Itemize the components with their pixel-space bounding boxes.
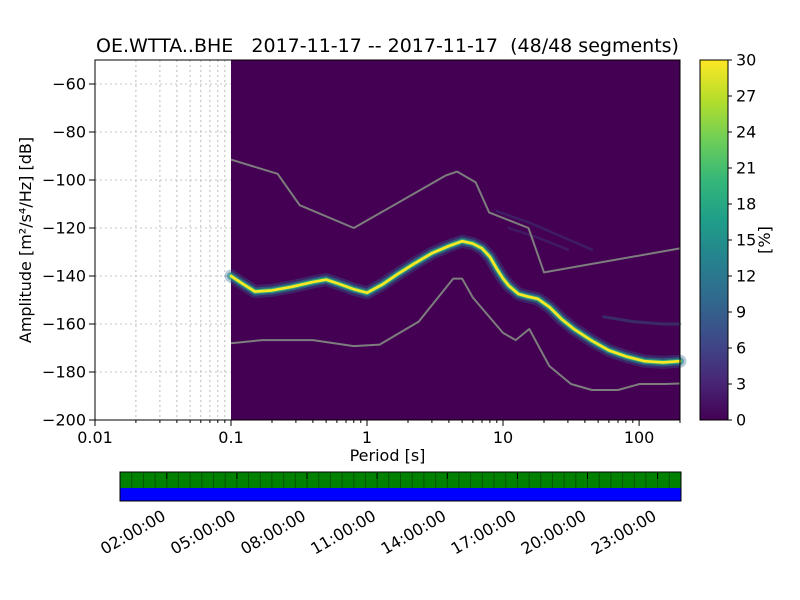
x-axis-ticks: 0.01 0.1 1 10 100 <box>77 420 681 447</box>
x-axis-label: Period [s] <box>349 446 426 465</box>
colorbar-tick-label: 27 <box>736 87 756 106</box>
x-tick-label: 1 <box>362 428 372 447</box>
colorbar-tick-label: 12 <box>736 267 756 286</box>
availability-bar: 02:00:0005:00:0008:00:0011:00:0014:00:00… <box>97 471 682 558</box>
y-tick-label: −200 <box>42 411 86 430</box>
faint-trace <box>602 315 682 326</box>
high-noise-model-curve <box>230 158 681 274</box>
time-tick-label: 20:00:00 <box>518 506 590 558</box>
colorbar-gradient <box>700 60 728 420</box>
plot-area <box>94 59 687 421</box>
time-tick-label: 02:00:00 <box>97 506 169 558</box>
colorbar-tick-label: 6 <box>736 339 746 358</box>
plot-title: OE.WTTA..BHE 2017-11-17 -- 2017-11-17 (4… <box>96 35 679 57</box>
y-tick-label: −100 <box>42 171 86 190</box>
y-tick-label: −120 <box>42 219 86 238</box>
x-tick-label: 0.01 <box>77 428 113 447</box>
low-noise-model-curve <box>230 277 681 391</box>
x-tick-label: 100 <box>624 428 655 447</box>
psd-mode-core <box>229 239 682 364</box>
colorbar-tick-label: 21 <box>736 159 756 178</box>
colorbar-tick-label: 24 <box>736 123 756 142</box>
colorbar-tick-label: 0 <box>736 411 746 430</box>
y-axis-label: Amplitude [m²/s⁴/Hz] [dB] <box>16 136 35 344</box>
colorbar-tick-label: 9 <box>736 303 746 322</box>
time-tick-label: 05:00:00 <box>167 506 239 558</box>
colorbar-tick-label: 3 <box>736 375 746 394</box>
x-tick-label: 0.1 <box>218 428 243 447</box>
y-tick-label: −80 <box>52 123 86 142</box>
time-tick-label: 14:00:00 <box>378 506 450 558</box>
time-tick-label: 17:00:00 <box>448 506 520 558</box>
faint-trace <box>507 226 570 251</box>
availability-coverage-bar <box>120 472 681 488</box>
time-tick-label: 11:00:00 <box>307 506 379 558</box>
colorbar-tick-label: 15 <box>736 231 756 250</box>
colorbar: 0 3 6 9 12 15 18 21 24 27 30 <box>699 51 756 430</box>
time-tick-label: 08:00:00 <box>237 506 309 558</box>
x-tick-label: 10 <box>493 428 513 447</box>
colorbar-tick-label: 18 <box>736 195 756 214</box>
faint-trace <box>495 209 594 251</box>
y-tick-label: −140 <box>42 267 86 286</box>
y-tick-label: −60 <box>52 75 86 94</box>
availability-border <box>119 471 682 502</box>
axes-border <box>94 59 681 421</box>
time-tick-label: 23:00:00 <box>588 506 660 558</box>
y-tick-label: −160 <box>42 315 86 334</box>
colorbar-label: [%] <box>755 226 774 254</box>
colorbar-tick-label: 30 <box>736 51 756 70</box>
y-axis-ticks: −60 −80 −100 −120 −140 −160 −180 −200 <box>42 75 95 430</box>
availability-extent-bar <box>120 488 681 501</box>
y-tick-label: −180 <box>42 363 86 382</box>
